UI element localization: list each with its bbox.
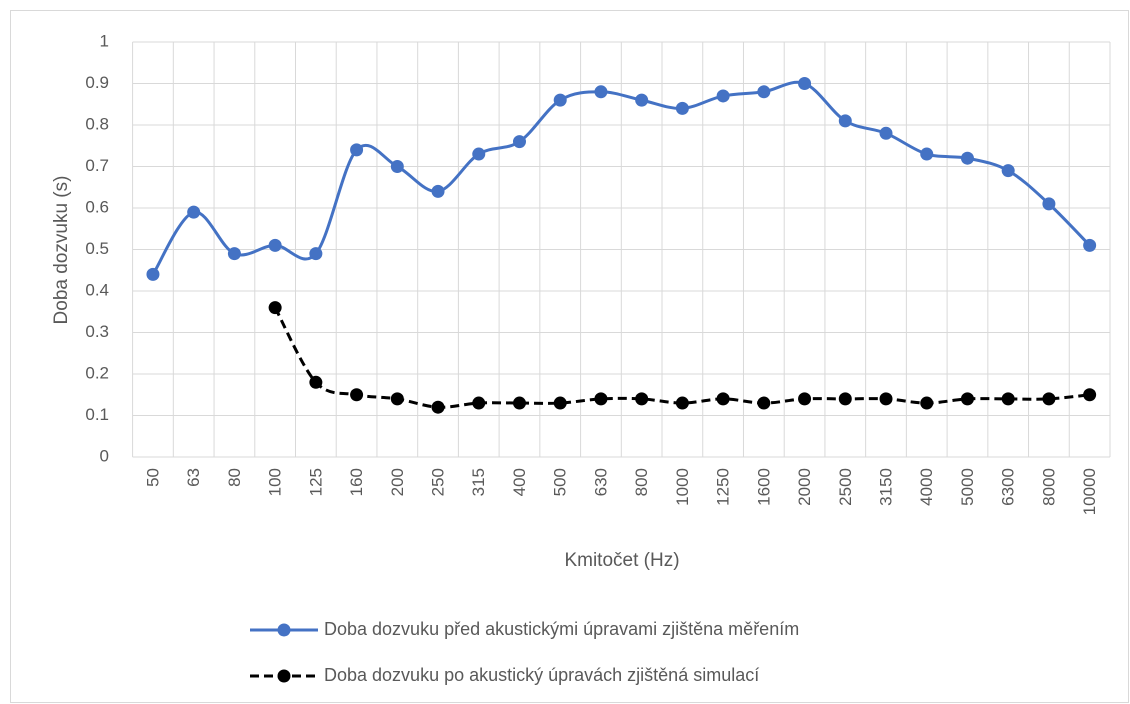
x-tick-label: 800 <box>632 468 651 496</box>
y-tick-label: 1 <box>100 31 109 50</box>
data-point <box>960 392 974 406</box>
x-tick-label: 80 <box>225 468 244 487</box>
data-point <box>798 392 812 406</box>
y-tick-label: 0.3 <box>85 322 109 341</box>
y-tick-label: 0.2 <box>85 363 109 382</box>
data-point <box>512 396 526 410</box>
data-point <box>309 375 323 389</box>
x-tick-label: 315 <box>469 468 488 496</box>
data-point <box>879 126 893 140</box>
data-point <box>1083 388 1097 402</box>
data-point <box>350 143 364 157</box>
y-tick-label: 0.5 <box>85 239 109 258</box>
x-tick-label: 160 <box>347 468 366 496</box>
data-point <box>635 93 649 107</box>
y-tick-label: 0 <box>100 446 109 465</box>
data-point <box>594 392 608 406</box>
x-tick-label: 5000 <box>958 468 977 506</box>
data-point <box>390 160 404 173</box>
data-point <box>716 89 730 103</box>
data-point <box>187 205 201 219</box>
x-axis-title: Kmitočet (Hz) <box>564 550 679 571</box>
y-tick-label: 0.9 <box>85 73 109 92</box>
legend-marker <box>277 669 291 683</box>
x-tick-label: 2000 <box>795 468 814 506</box>
data-point <box>960 151 974 165</box>
y-tick-label: 0.1 <box>85 405 109 424</box>
data-point <box>716 392 730 406</box>
data-point <box>920 147 934 161</box>
data-point <box>350 388 364 402</box>
y-tick-label: 0.6 <box>85 197 109 216</box>
data-point <box>757 85 771 99</box>
x-tick-label: 500 <box>551 468 570 496</box>
data-point <box>553 396 567 410</box>
data-point <box>1001 164 1015 178</box>
chart-border <box>10 10 1129 703</box>
x-tick-label: 2500 <box>836 468 855 506</box>
data-point <box>1001 392 1015 406</box>
x-tick-label: 125 <box>306 468 325 496</box>
data-point <box>798 77 812 90</box>
legend-marker <box>277 623 291 637</box>
data-point <box>675 396 689 410</box>
x-tick-label: 400 <box>510 468 529 496</box>
data-point <box>309 247 323 261</box>
data-point <box>553 93 567 107</box>
data-point <box>268 238 282 252</box>
data-point <box>1042 197 1056 211</box>
legend-label: Doba dozvuku před akustickými úpravami z… <box>324 619 799 639</box>
data-point <box>431 400 445 414</box>
x-tick-label: 630 <box>591 468 610 496</box>
x-tick-label: 200 <box>388 468 407 496</box>
legend-label: Doba dozvuku po akustický úpravách zjišt… <box>324 665 759 685</box>
x-tick-label: 10000 <box>1080 468 1099 515</box>
data-point <box>1083 238 1097 252</box>
y-tick-label: 0.7 <box>85 156 109 175</box>
x-tick-label: 6300 <box>999 468 1018 506</box>
x-tick-label: 1600 <box>754 468 773 506</box>
data-point <box>675 101 689 115</box>
data-point <box>512 135 526 149</box>
x-tick-label: 1250 <box>714 468 733 506</box>
x-tick-label: 63 <box>184 468 203 487</box>
data-point <box>838 114 852 128</box>
data-point <box>472 147 486 161</box>
data-point <box>268 301 282 315</box>
data-point <box>594 85 608 99</box>
x-tick-label: 250 <box>429 468 448 496</box>
data-point <box>920 396 934 410</box>
data-point <box>838 392 852 406</box>
x-tick-label: 3150 <box>876 468 895 506</box>
data-point <box>431 184 445 198</box>
x-tick-label: 4000 <box>917 468 936 506</box>
y-tick-label: 0.4 <box>85 280 109 299</box>
data-point <box>1042 392 1056 406</box>
data-point <box>390 392 404 406</box>
data-point <box>227 247 241 261</box>
data-point <box>146 267 160 281</box>
x-tick-label: 50 <box>143 468 162 487</box>
y-tick-label: 0.8 <box>85 114 109 133</box>
x-tick-label: 8000 <box>1039 468 1058 506</box>
data-point <box>879 392 893 406</box>
data-point <box>757 396 771 410</box>
x-tick-label: 100 <box>266 468 285 496</box>
data-point <box>635 392 649 406</box>
x-tick-label: 1000 <box>673 468 692 506</box>
data-point <box>472 396 486 410</box>
y-axis-title: Doba dozvuku (s) <box>51 176 72 325</box>
